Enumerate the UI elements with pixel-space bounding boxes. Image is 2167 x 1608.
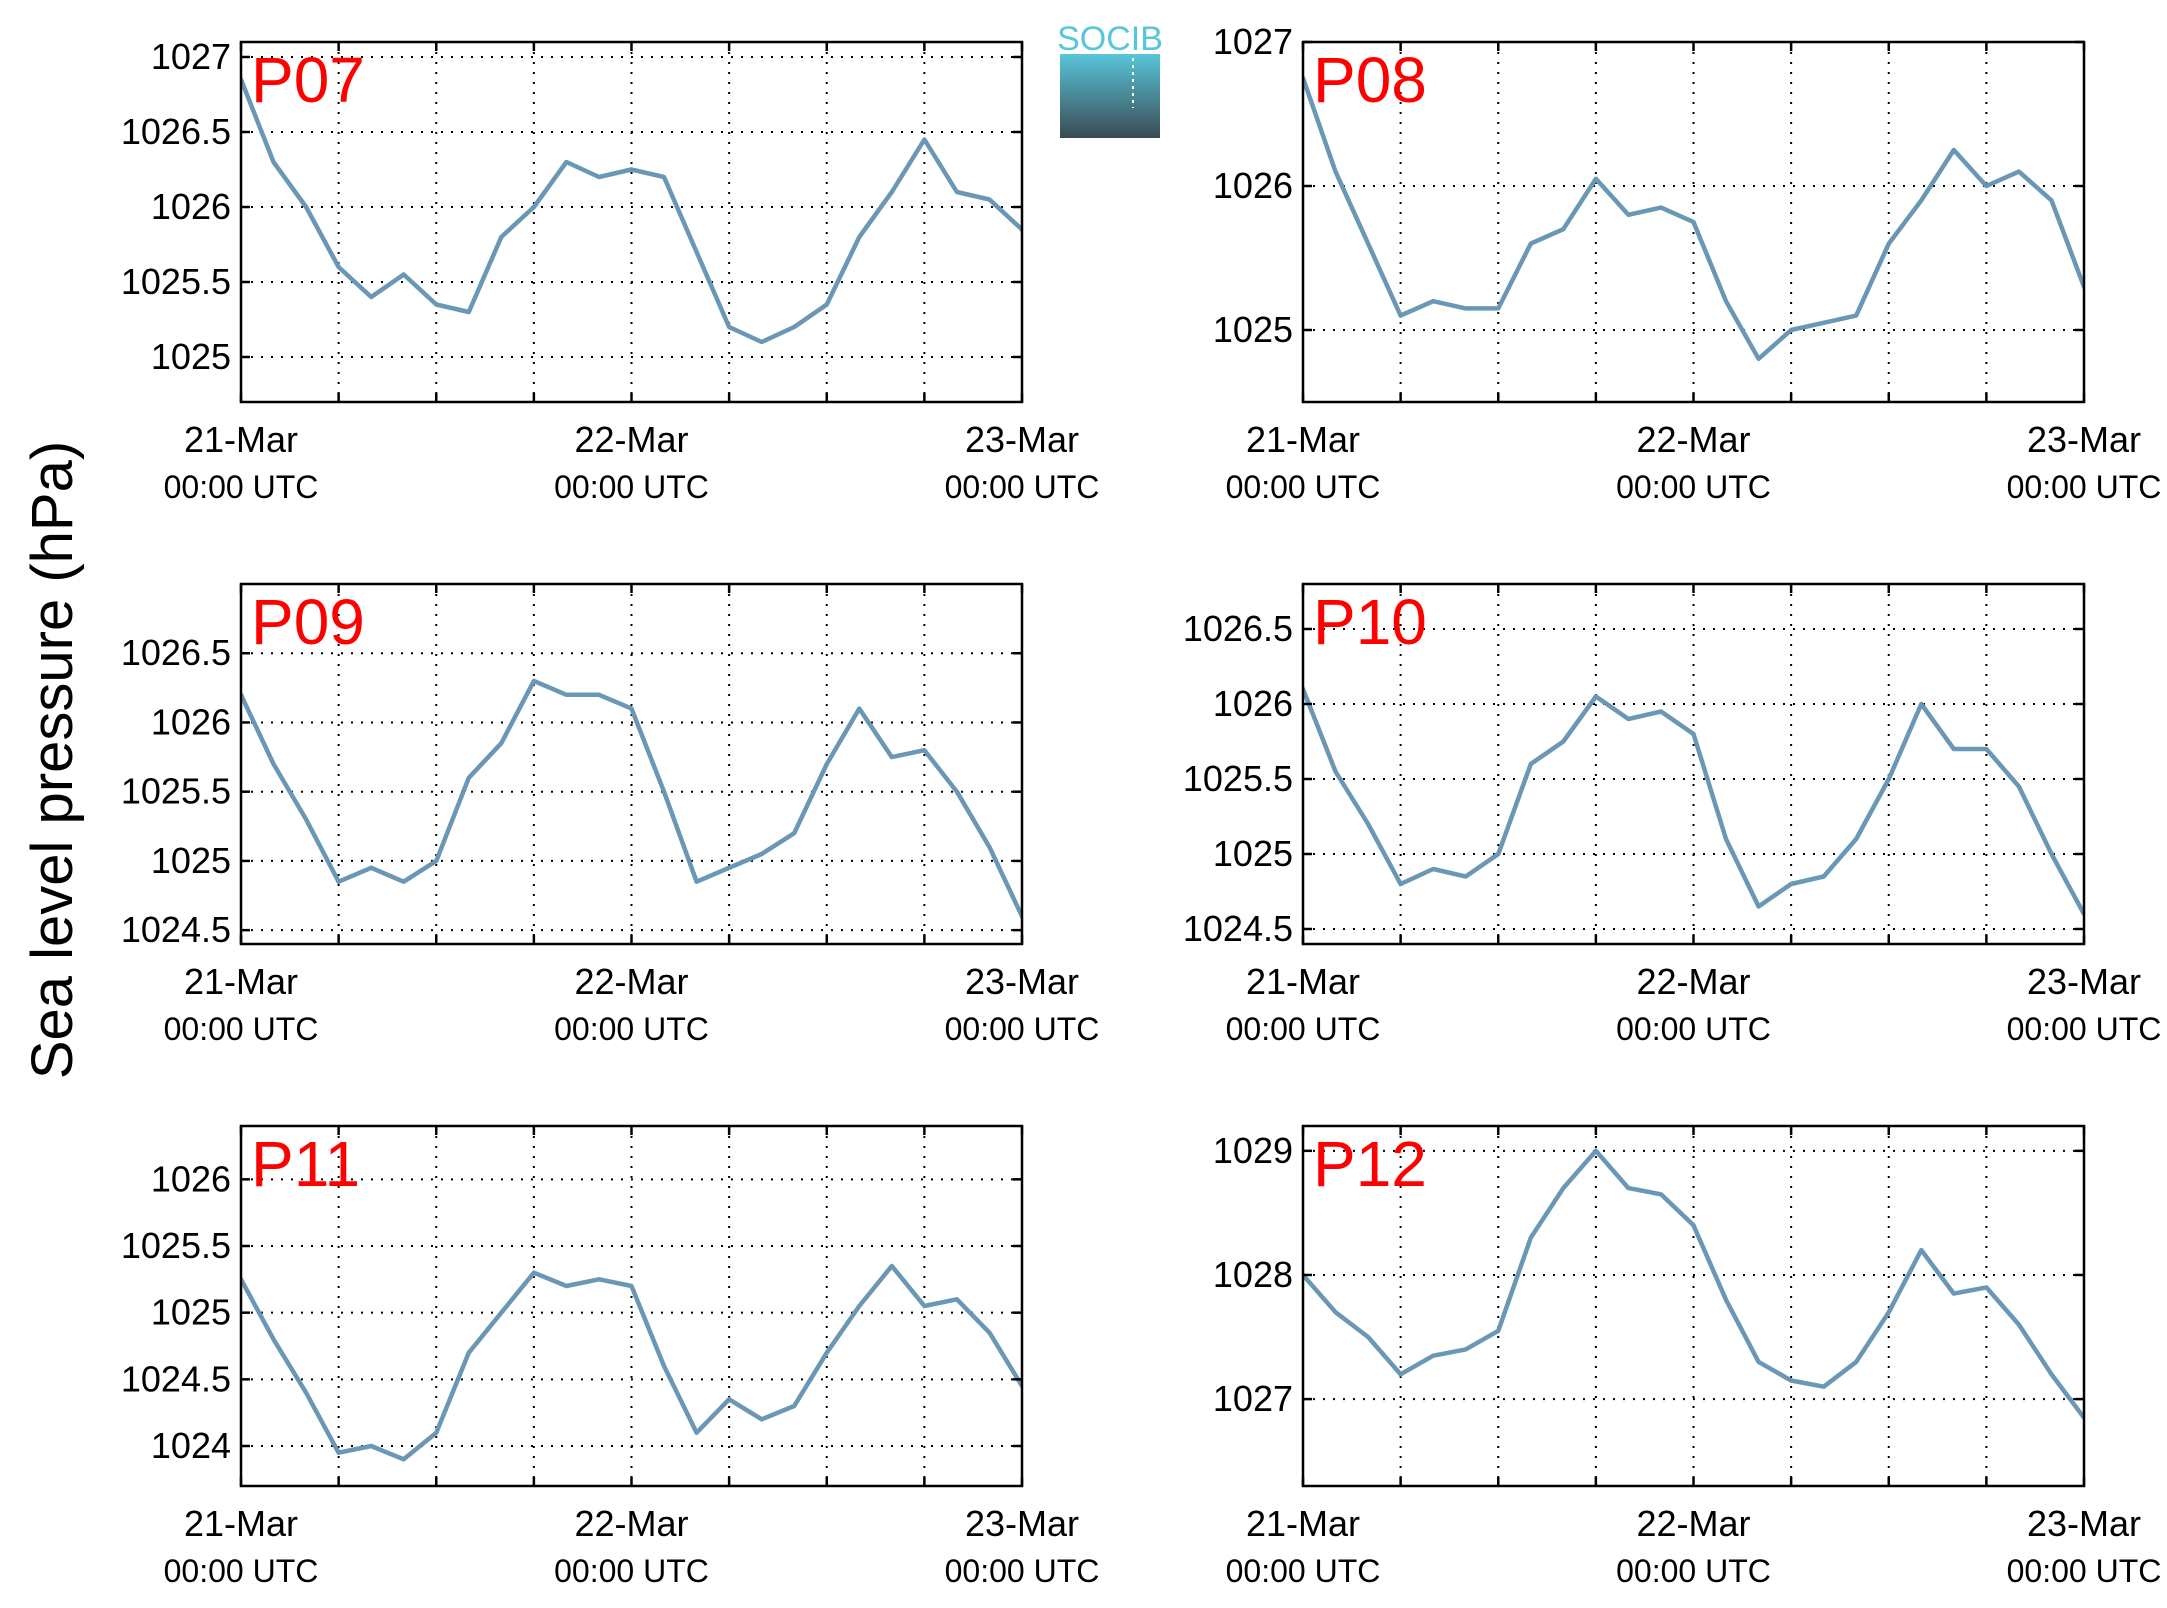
x-tick-label: 22-Mar (574, 419, 688, 460)
panel-p08: 1025 1026 1027 21-Mar 00:00 UTC 22-Mar 00:00 U… (1213, 21, 2162, 505)
panel-p09: 1024.5 1025 1025.5 1026 1026.5 21-Mar 00:00 UT… (121, 582, 1100, 1047)
y-tick-label: 1026 (1213, 683, 1293, 724)
y-tick-label: 1025 (151, 1292, 231, 1333)
y-tick-label: 1025.5 (1183, 758, 1293, 799)
panel-title: P08 (1313, 44, 1427, 116)
panel-p11: 1024 1024.5 1025 1025.5 1026 21-Mar 00:00 UTC 2… (121, 1124, 1100, 1589)
x-tick-label: 21-Mar (1246, 419, 1360, 460)
y-tick-label: 1025 (1213, 309, 1293, 350)
x-tick-label: 22-Mar (1636, 1503, 1750, 1544)
panel-p10: 1024.5 1025 1025.5 1026 1026.5 21-Mar 00:00 UT… (1183, 582, 2162, 1047)
panel-p12: 1027 1028 1029 21-Mar 00:00 UTC 22-Mar 00:00 U… (1213, 1124, 2162, 1589)
x-tick-sublabel: 00:00 UTC (945, 469, 1100, 505)
y-tick-label: 1024 (151, 1425, 231, 1466)
x-tick-sublabel: 00:00 UTC (945, 1011, 1100, 1047)
y-tick-label: 1025.5 (121, 1225, 231, 1266)
x-tick-sublabel: 00:00 UTC (2007, 1553, 2162, 1589)
x-tick-label: 22-Mar (1636, 961, 1750, 1002)
x-tick-sublabel: 00:00 UTC (164, 469, 319, 505)
x-tick-label: 22-Mar (574, 1503, 688, 1544)
x-tick-label: 21-Mar (1246, 961, 1360, 1002)
y-tick-label: 1029 (1213, 1130, 1293, 1171)
x-tick-sublabel: 00:00 UTC (1226, 1011, 1381, 1047)
panel-title: P09 (251, 586, 365, 658)
y-tick-label: 1024.5 (1183, 908, 1293, 949)
y-tick-label: 1026 (151, 186, 231, 227)
x-tick-label: 21-Mar (184, 1503, 298, 1544)
y-tick-label: 1026.5 (121, 111, 231, 152)
x-tick-label: 23-Mar (2027, 1503, 2141, 1544)
series-line (241, 678, 1022, 919)
y-tick-label: 1025 (151, 336, 231, 377)
x-tick-sublabel: 00:00 UTC (2007, 1011, 2162, 1047)
x-tick-sublabel: 00:00 UTC (1616, 469, 1771, 505)
socib-logo: SOCIB (1057, 20, 1163, 138)
x-tick-label: 23-Mar (965, 961, 1079, 1002)
y-tick-label: 1026.5 (1183, 608, 1293, 649)
y-tick-label: 1028 (1213, 1254, 1293, 1295)
x-tick-label: 23-Mar (2027, 961, 2141, 1002)
logo-text: SOCIB (1057, 20, 1163, 58)
series-line (1303, 75, 2084, 362)
series-line (241, 77, 1022, 345)
series-line (241, 1263, 1022, 1462)
x-tick-sublabel: 00:00 UTC (164, 1553, 319, 1589)
panel-p07: 1025 1025.5 1026 1026.5 1027 21-Mar 00:00 UTC 2… (121, 36, 1100, 505)
x-tick-sublabel: 00:00 UTC (554, 1011, 709, 1047)
x-tick-sublabel: 00:00 UTC (1616, 1011, 1771, 1047)
x-tick-sublabel: 00:00 UTC (945, 1553, 1100, 1589)
x-tick-label: 21-Mar (1246, 1503, 1360, 1544)
y-tick-label: 1026 (151, 1158, 231, 1199)
x-tick-sublabel: 00:00 UTC (1226, 469, 1381, 505)
x-tick-sublabel: 00:00 UTC (2007, 469, 2162, 505)
x-tick-label: 22-Mar (574, 961, 688, 1002)
y-tick-label: 1026 (1213, 165, 1293, 206)
series-line (1303, 1148, 2084, 1420)
y-tick-label: 1025.5 (121, 771, 231, 812)
panel-title: P10 (1313, 586, 1427, 658)
panel-title: P11 (251, 1128, 360, 1200)
x-tick-sublabel: 00:00 UTC (164, 1011, 319, 1047)
y-tick-label: 1024.5 (121, 909, 231, 950)
x-tick-sublabel: 00:00 UTC (554, 469, 709, 505)
y-tick-label: 1027 (151, 36, 231, 77)
y-axis-label: Sea level pressure (hPa) (20, 441, 85, 1079)
panel-title: P07 (251, 44, 365, 116)
x-tick-sublabel: 00:00 UTC (554, 1553, 709, 1589)
y-tick-label: 1027 (1213, 21, 1293, 62)
series-line (1303, 686, 2084, 917)
x-tick-label: 23-Mar (965, 1503, 1079, 1544)
y-tick-label: 1024.5 (121, 1358, 231, 1399)
x-tick-sublabel: 00:00 UTC (1226, 1553, 1381, 1589)
y-tick-label: 1025.5 (121, 261, 231, 302)
y-tick-label: 1026.5 (121, 632, 231, 673)
x-tick-label: 21-Mar (184, 961, 298, 1002)
y-tick-label: 1027 (1213, 1378, 1293, 1419)
panels: 1025 1025.5 1026 1026.5 1027 21-Mar 00:00 UTC 2… (121, 21, 2162, 1589)
x-tick-label: 21-Mar (184, 419, 298, 460)
y-tick-label: 1026 (151, 701, 231, 742)
x-tick-sublabel: 00:00 UTC (1616, 1553, 1771, 1589)
x-tick-label: 22-Mar (1636, 419, 1750, 460)
x-tick-label: 23-Mar (965, 419, 1079, 460)
y-tick-label: 1025 (1213, 833, 1293, 874)
logo-gradient-block (1060, 54, 1160, 138)
panel-title: P12 (1313, 1128, 1427, 1200)
y-tick-label: 1025 (151, 840, 231, 881)
x-tick-label: 23-Mar (2027, 419, 2141, 460)
